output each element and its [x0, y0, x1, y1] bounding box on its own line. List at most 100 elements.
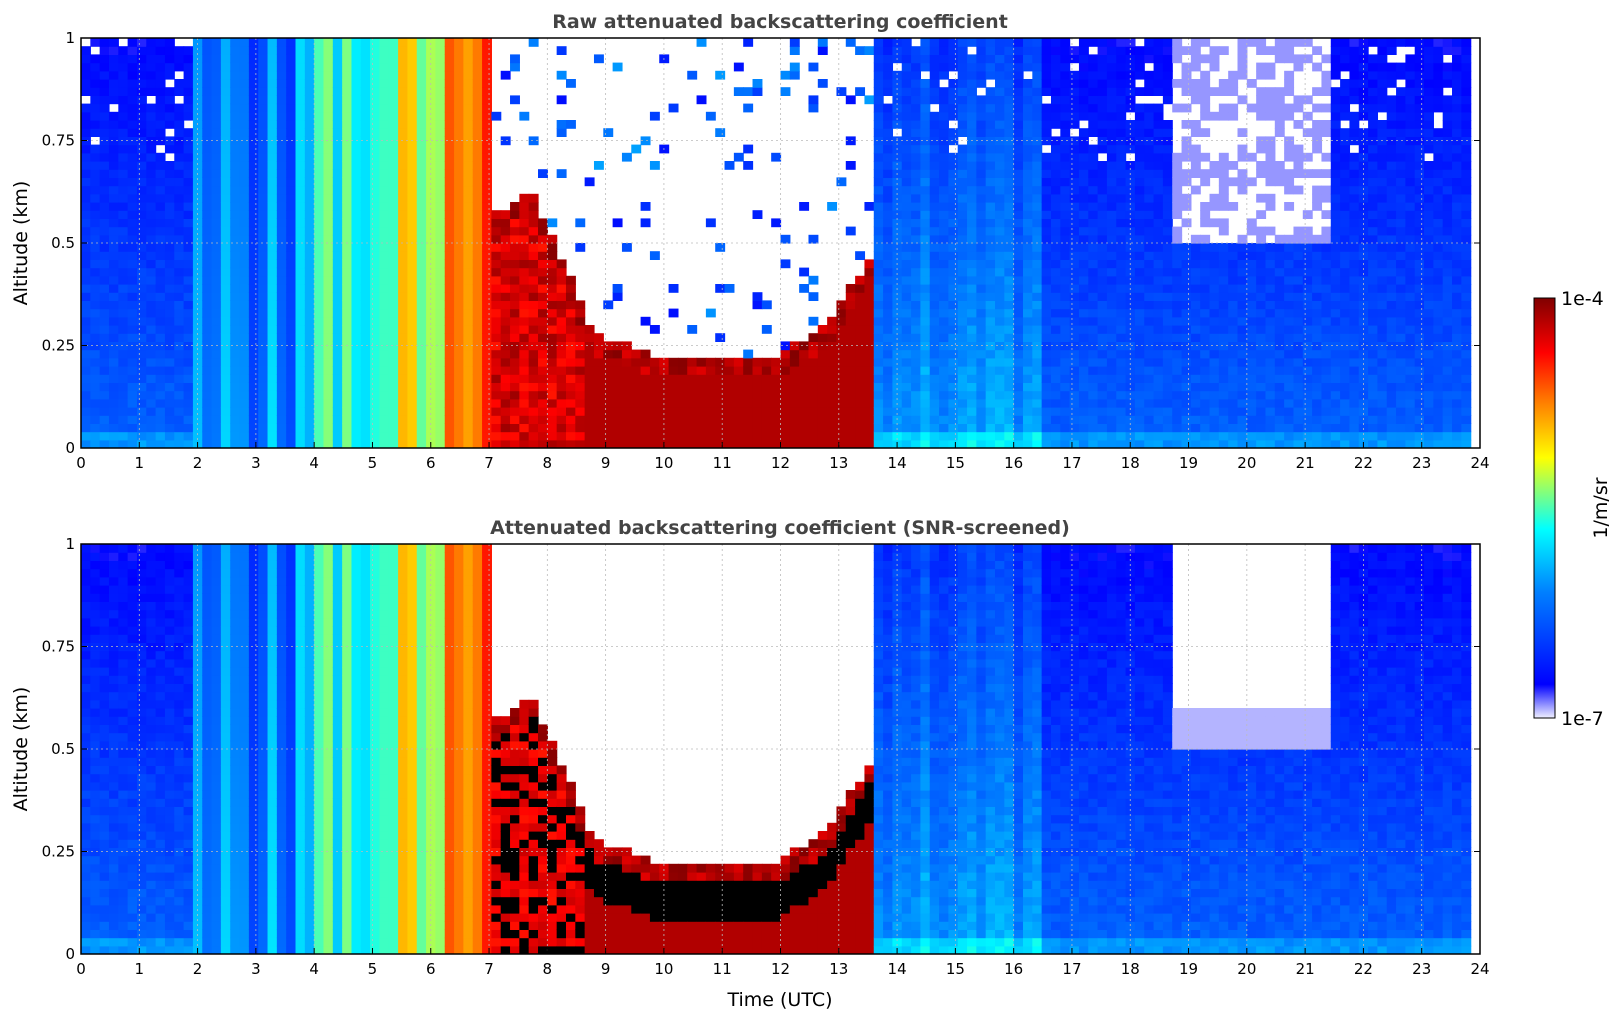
heatmap-cell [1181, 152, 1192, 162]
heatmap-cell [267, 177, 278, 187]
heatmap-cell [267, 144, 278, 154]
heatmap-cell [920, 136, 931, 146]
heatmap-cell [1256, 234, 1267, 244]
heatmap-cell [1116, 407, 1127, 416]
heatmap-cell [565, 308, 576, 318]
heatmap-cell [668, 439, 679, 448]
heatmap-cell [314, 300, 325, 310]
heatmap-cell [99, 366, 110, 375]
heatmap-cell [90, 431, 101, 441]
heatmap-cell [482, 226, 492, 236]
heatmap-cell [482, 382, 492, 392]
heatmap-cell [1190, 431, 1201, 441]
heatmap-cell [808, 95, 819, 105]
heatmap-cell [1200, 251, 1211, 260]
heatmap-cell [929, 390, 940, 400]
heatmap-cell [1218, 325, 1229, 334]
heatmap-cell [1144, 169, 1155, 178]
heatmap-cell [276, 111, 287, 121]
heatmap-cell [939, 70, 949, 80]
heatmap-cell [426, 226, 437, 236]
heatmap-cell [192, 382, 203, 392]
heatmap-cell [538, 267, 548, 277]
heatmap-cell [407, 423, 418, 433]
heatmap-cell [733, 374, 744, 383]
heatmap-cell [892, 251, 903, 260]
heatmap-cell [323, 366, 334, 375]
heatmap-cell [304, 349, 315, 359]
heatmap-cell [1088, 374, 1099, 383]
heatmap-cell [976, 193, 987, 203]
heatmap-cell [118, 87, 129, 96]
heatmap-cell [1097, 177, 1108, 187]
heatmap-cell [1228, 251, 1239, 260]
heatmap-cell [416, 70, 427, 80]
heatmap-cell [1004, 193, 1015, 203]
heatmap-cell [304, 136, 315, 146]
heatmap-cell [370, 398, 381, 408]
heatmap-cell [1190, 398, 1201, 408]
heatmap-cell [752, 407, 763, 416]
heatmap-cell [463, 128, 474, 137]
heatmap-cell [398, 46, 409, 55]
heatmap-cell [1069, 226, 1080, 236]
heatmap-cell [1162, 439, 1173, 448]
heatmap-cell [883, 251, 894, 260]
heatmap-cell [1228, 308, 1239, 318]
heatmap-cell [463, 267, 474, 277]
heatmap-cell [1153, 251, 1164, 260]
heatmap-cell [967, 357, 977, 367]
heatmap-cell [146, 103, 157, 113]
heatmap-cell [1153, 210, 1164, 219]
heatmap-cell [1106, 357, 1117, 367]
heatmap-cell [920, 111, 931, 121]
heatmap-cell [724, 398, 735, 408]
heatmap-cell [1004, 374, 1015, 383]
heatmap-cell [388, 423, 399, 433]
heatmap-cell [1106, 292, 1117, 301]
heatmap-cell [332, 415, 343, 424]
heatmap-cell [407, 234, 418, 244]
heatmap-cell [435, 284, 446, 293]
heatmap-cell [1022, 185, 1033, 195]
heatmap-cell [519, 218, 530, 228]
heatmap-cell [1228, 374, 1239, 383]
heatmap-cell [1200, 87, 1211, 96]
heatmap-cell [1106, 177, 1117, 187]
heatmap-cell [1228, 341, 1239, 351]
heatmap-cell [164, 103, 175, 113]
heatmap-cell [444, 333, 455, 342]
heatmap-cell [939, 87, 949, 96]
heatmap-cell [435, 95, 446, 105]
heatmap-cell [192, 70, 203, 80]
heatmap-cell [808, 316, 819, 326]
heatmap-cell [519, 308, 530, 318]
heatmap-cell [1004, 185, 1015, 195]
heatmap-cell [239, 259, 250, 269]
heatmap-cell [556, 390, 567, 400]
heatmap-cell [519, 349, 530, 359]
heatmap-cell [864, 267, 875, 277]
heatmap-cell [1209, 382, 1220, 392]
heatmap-cell [323, 152, 334, 162]
heatmap-cell [901, 333, 912, 342]
heatmap-cell [211, 152, 222, 162]
heatmap-cell [1069, 374, 1080, 383]
heatmap-cell [146, 161, 157, 170]
heatmap-cell [510, 431, 520, 441]
heatmap-cell [911, 193, 921, 203]
heatmap-cell [211, 169, 222, 178]
heatmap-cell [855, 333, 866, 342]
heatmap-cell [1050, 439, 1061, 448]
heatmap-cell [323, 185, 334, 195]
heatmap-cell [771, 390, 782, 400]
heatmap-cell [584, 366, 595, 375]
heatmap-cell [472, 398, 483, 408]
heatmap-cell [1144, 407, 1155, 416]
heatmap-cell [1209, 333, 1220, 342]
heatmap-cell [127, 234, 138, 244]
heatmap-cell [1060, 415, 1071, 424]
heatmap-cell [239, 70, 250, 80]
heatmap-cell [1190, 349, 1201, 359]
heatmap-cell [463, 193, 474, 203]
